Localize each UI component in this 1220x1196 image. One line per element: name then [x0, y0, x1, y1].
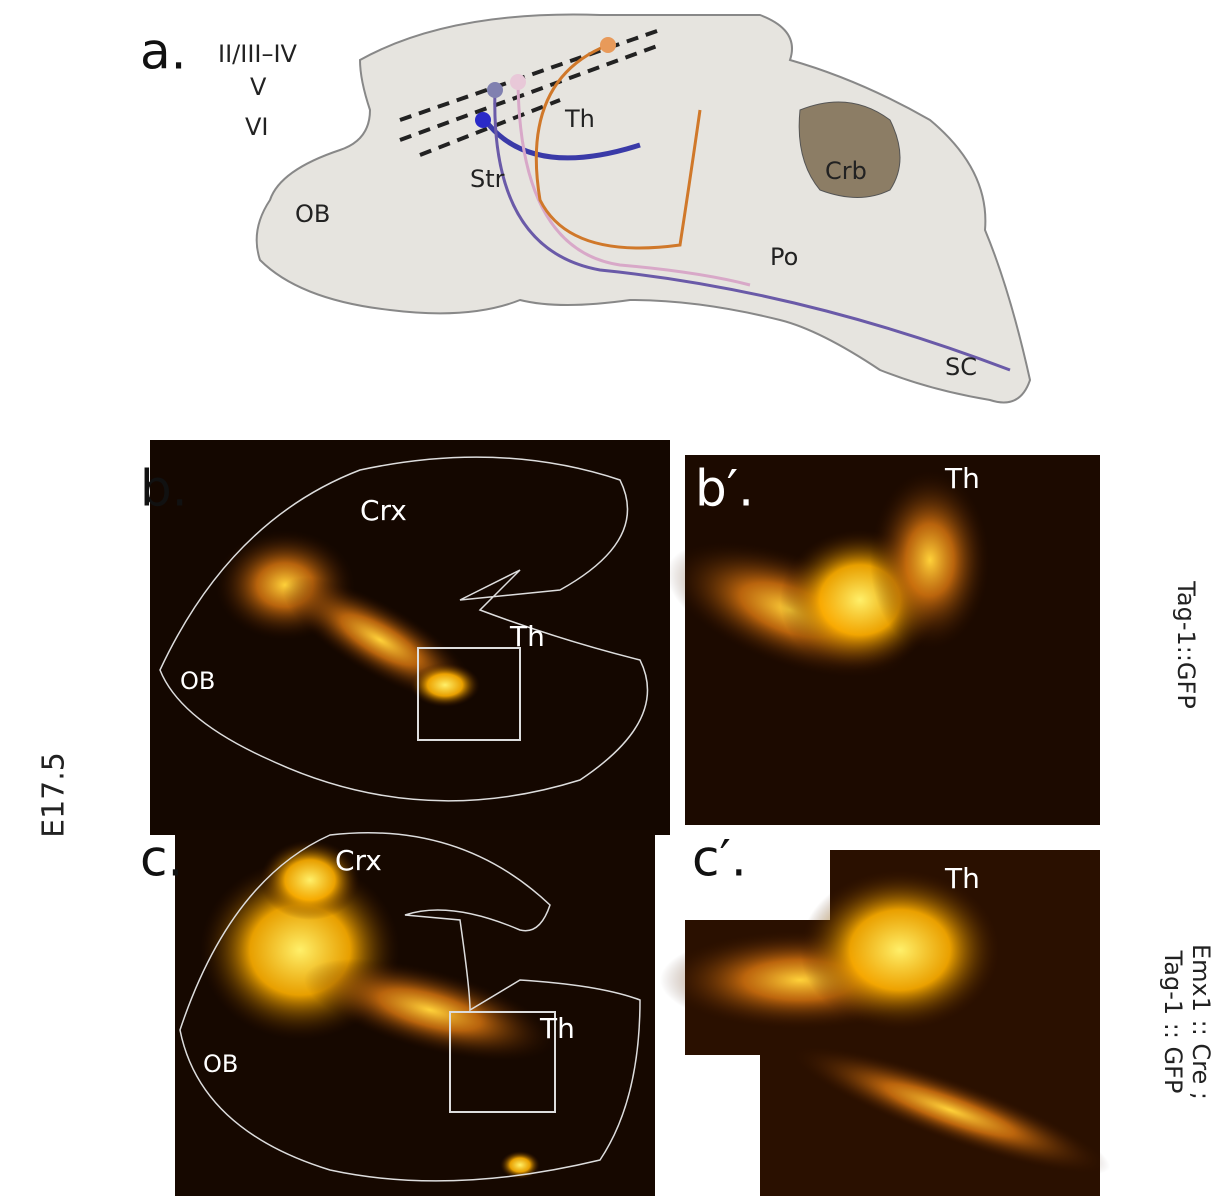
region-label: Th — [944, 862, 980, 895]
region-label: Th — [509, 620, 545, 653]
panel-label: c′. — [692, 830, 747, 888]
region-label: OB — [295, 200, 330, 228]
fluorescence — [870, 470, 990, 650]
region-label: Th — [944, 462, 980, 495]
layer-label: VI — [245, 113, 269, 141]
row-label: Tag-1::GFP — [1172, 580, 1200, 709]
neuron — [487, 82, 503, 98]
layer-label: V — [250, 73, 267, 101]
panel-a: a. II/III–IV V VI Th Str OB Crb Po SC — [140, 15, 1030, 403]
region-label: Crb — [825, 157, 867, 185]
region-label: Str — [470, 165, 505, 193]
age-label: E17.5 — [37, 752, 72, 838]
panel-label: a. — [140, 23, 187, 81]
panel-label: b′. — [695, 460, 754, 518]
neuron — [600, 37, 616, 53]
layer-label: II/III–IV — [218, 40, 298, 68]
panel-c: c. Crx Th OB — [140, 830, 655, 1196]
panel-label: c. — [140, 830, 183, 888]
region-label: Po — [770, 243, 798, 271]
row-label: Tag-1 :: GFP — [1159, 950, 1187, 1094]
panel-b: b. Crx Th OB — [140, 440, 670, 835]
figure: a. II/III–IV V VI Th Str OB Crb Po SC b.… — [0, 0, 1220, 1196]
brain-outline — [257, 15, 1030, 403]
region-label: Crx — [360, 494, 407, 527]
region-label: Th — [539, 1012, 575, 1045]
panel-label: b. — [140, 460, 188, 518]
panel-b-prime: b′. Th — [649, 455, 1100, 825]
panel-c-prime: c′. Th — [660, 830, 1120, 1196]
region-label: SC — [945, 353, 977, 381]
neuron — [475, 112, 491, 128]
region-label: OB — [203, 1050, 238, 1078]
region-label: Th — [564, 105, 595, 133]
region-label: Crx — [335, 844, 382, 877]
neuron — [510, 74, 526, 90]
row-label: Emx1 :: Cre ; — [1187, 944, 1215, 1100]
region-label: OB — [180, 667, 215, 695]
fluorescence — [410, 663, 480, 707]
